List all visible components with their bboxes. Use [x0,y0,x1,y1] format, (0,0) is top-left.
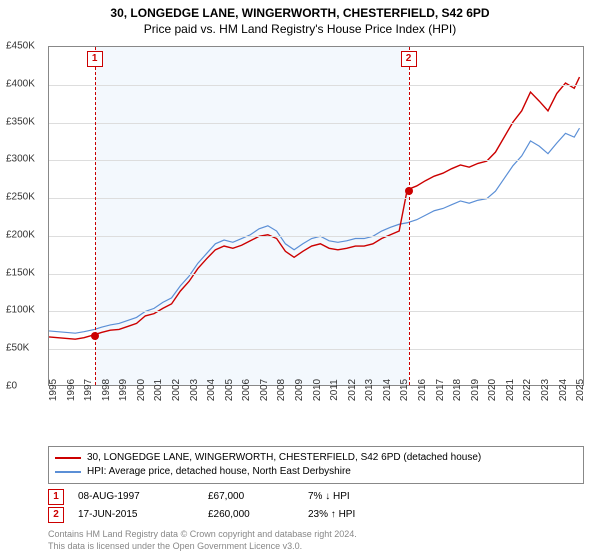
y-axis-label: £200K [6,229,35,240]
legend-row-hpi: HPI: Average price, detached house, Nort… [55,465,577,479]
x-axis-label: 2024 [558,379,569,401]
x-axis-label: 2004 [206,379,217,401]
x-axis-label: 2018 [452,379,463,401]
legend-label: HPI: Average price, detached house, Nort… [87,465,351,479]
x-axis-label: 2017 [435,379,446,401]
x-axis-label: 2010 [312,379,323,401]
line-svg [49,47,583,385]
x-axis-label: 1998 [101,379,112,401]
event-marker-icon: 2 [401,51,417,67]
y-axis-label: £50K [6,343,29,354]
x-axis-label: 2014 [382,379,393,401]
x-axis-label: 2025 [575,379,586,401]
chart-title: 30, LONGEDGE LANE, WINGERWORTH, CHESTERF… [0,0,600,20]
chart-subtitle: Price paid vs. HM Land Registry's House … [0,20,600,40]
x-axis-label: 2002 [171,379,182,401]
plot-area: 12 [48,46,584,386]
event-price: £67,000 [208,488,308,506]
x-axis-label: 2019 [470,379,481,401]
x-axis-label: 2008 [276,379,287,401]
footer-line: This data is licensed under the Open Gov… [48,540,357,552]
x-axis-label: 1995 [48,379,59,401]
x-axis-label: 2000 [136,379,147,401]
x-axis-label: 2006 [241,379,252,401]
y-axis-label: £150K [6,267,35,278]
x-axis-label: 2011 [329,379,340,401]
event-dot-icon [405,187,413,195]
event-vline [409,47,410,385]
y-axis-label: £350K [6,116,35,127]
chart: 12 1995199619971998199920002001200220032… [48,46,584,416]
footer: Contains HM Land Registry data © Crown c… [48,528,357,552]
x-axis-label: 2023 [540,379,551,401]
event-row: 2 17-JUN-2015 £260,000 23% ↑ HPI [48,506,584,524]
series-line [49,77,579,339]
event-table: 1 08-AUG-1997 £67,000 7% ↓ HPI 2 17-JUN-… [48,488,584,524]
x-axis-label: 2020 [487,379,498,401]
event-row: 1 08-AUG-1997 £67,000 7% ↓ HPI [48,488,584,506]
event-price: £260,000 [208,506,308,524]
x-axis-label: 2022 [522,379,533,401]
event-date: 08-AUG-1997 [78,488,208,506]
x-axis-label: 1999 [118,379,129,401]
event-marker-icon: 2 [48,507,64,523]
x-axis-label: 2005 [224,379,235,401]
x-axis-label: 2021 [505,379,516,401]
x-axis-label: 2003 [189,379,200,401]
x-axis-label: 2016 [417,379,428,401]
x-axis-label: 2007 [259,379,270,401]
x-axis-label: 2013 [364,379,375,401]
x-axis-label: 1996 [66,379,77,401]
y-axis-label: £400K [6,78,35,89]
x-axis-label: 2001 [153,379,164,401]
legend-label: 30, LONGEDGE LANE, WINGERWORTH, CHESTERF… [87,451,481,465]
y-axis-label: £250K [6,192,35,203]
event-marker-icon: 1 [87,51,103,67]
y-axis-label: £300K [6,154,35,165]
y-axis-label: £0 [6,381,17,392]
x-axis-label: 2009 [294,379,305,401]
event-date: 17-JUN-2015 [78,506,208,524]
legend-swatch [55,457,81,459]
legend-swatch [55,471,81,473]
y-axis-label: £100K [6,305,35,316]
y-axis-label: £450K [6,41,35,52]
legend-row-property: 30, LONGEDGE LANE, WINGERWORTH, CHESTERF… [55,451,577,465]
event-marker-icon: 1 [48,489,64,505]
footer-line: Contains HM Land Registry data © Crown c… [48,528,357,540]
series-line [49,128,579,333]
event-diff: 7% ↓ HPI [308,488,350,506]
x-axis-label: 2012 [347,379,358,401]
legend: 30, LONGEDGE LANE, WINGERWORTH, CHESTERF… [48,446,584,484]
event-dot-icon [91,332,99,340]
x-axis-label: 2015 [399,379,410,401]
x-axis-label: 1997 [83,379,94,401]
event-diff: 23% ↑ HPI [308,506,355,524]
